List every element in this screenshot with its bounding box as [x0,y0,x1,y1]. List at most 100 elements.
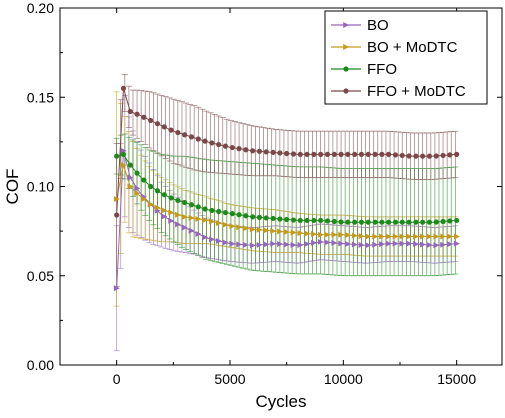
data-point-bo [392,240,399,247]
y-axis-title: COF [3,169,22,205]
data-point-ffo-modtc [209,140,215,146]
data-point-ffo-modtc [127,108,133,115]
data-point-bo-modtc [263,227,270,234]
data-point-bo-modtc [406,233,413,240]
data-point-ffo [331,218,337,225]
data-point-ffo-modtc [379,151,385,157]
data-point-bo [358,242,365,249]
data-point-bo-modtc [304,230,311,237]
data-point-ffo [338,219,344,225]
data-point-bo-modtc [120,162,127,169]
data-point-ffo [365,219,371,225]
data-point-ffo-modtc [365,151,371,157]
data-point-ffo [420,219,426,225]
data-point-ffo [324,218,331,224]
data-point-bo-modtc [345,232,352,239]
data-point-bo-modtc [338,231,345,238]
data-point-ffo [270,215,276,222]
data-point-ffo [440,218,446,225]
data-point-ffo-modtc [182,132,188,138]
x-tick-label: 5000 [214,371,245,387]
legend-marker-ffo-modtc [343,88,349,94]
data-point-ffo-modtc [188,134,195,140]
legend-box [324,10,488,105]
legend-marker-ffo [343,66,349,72]
data-point-ffo [182,199,188,206]
data-point-ffo-modtc [216,141,222,148]
x-axis-ticks: 0 5000 10000 15000 [113,8,476,387]
data-point-ffo [154,188,161,194]
data-point-bo-modtc [426,233,433,240]
data-point-ffo-modtc [447,152,453,158]
data-point-bo [229,240,236,247]
data-point-ffo-modtc [440,152,446,159]
data-point-ffo [433,219,439,225]
data-point-bo-modtc [372,233,379,240]
data-point-bo [209,236,216,243]
data-point-bo [222,239,229,246]
legend-label-ffo-modtc: FFO + MoDTC [367,83,466,100]
data-point-bo-modtc [168,209,175,216]
data-point-bo-modtc [175,211,182,218]
data-point-ffo [345,219,351,225]
data-point-bo [345,240,352,247]
data-point-ffo [236,212,242,218]
data-point-bo-modtc [447,233,454,240]
data-point-bo [413,240,420,247]
data-point-bo-modtc [413,233,420,240]
data-point-ffo-modtc [202,138,208,144]
data-point-ffo [168,195,174,201]
data-point-bo-modtc [283,229,290,236]
data-point-ffo-modtc [358,151,365,157]
data-point-bo-modtc [379,233,386,240]
data-point-bo [195,230,202,237]
data-point-bo [406,240,413,247]
data-point-bo-modtc [419,233,426,240]
data-point-bo-modtc [113,195,120,202]
x-tick-label: 0 [113,371,121,387]
data-point-ffo [127,162,133,168]
legend-marker-bo [343,22,350,28]
data-point-ffo-modtc [250,148,256,154]
data-point-ffo-modtc [195,136,201,142]
data-point-bo [202,234,209,241]
data-point-ffo [386,219,392,225]
data-point-bo-modtc [351,232,358,239]
data-point-bo [249,242,256,249]
data-point-bo-modtc [358,233,365,240]
data-point-ffo-modtc [454,151,460,157]
data-point-ffo-modtc [345,151,351,157]
data-point-bo-modtc [236,224,243,231]
y-axis-ticks: 0.00 0.05 0.10 0.15 0.20 [27,0,502,373]
data-point-ffo [216,208,222,215]
data-point-bo [277,240,284,247]
data-point-ffo [175,197,181,204]
series-lines [116,88,457,289]
data-point-bo [365,242,372,249]
data-point-bo [331,239,338,246]
data-point-ffo-modtc [114,212,120,218]
data-point-bo [290,242,297,249]
data-point-ffo [284,216,290,223]
data-point-ffo [311,217,317,224]
data-point-ffo-modtc [263,149,269,155]
series-markers [113,85,460,292]
data-point-ffo-modtc [318,151,324,157]
data-point-ffo [447,218,453,224]
data-point-bo [379,241,386,248]
data-point-ffo [161,192,167,198]
data-point-bo-modtc [141,195,148,202]
data-point-ffo [277,216,283,222]
data-point-bo [134,185,141,192]
data-point-ffo [263,215,269,221]
data-point-ffo [141,177,147,183]
data-point-ffo [229,211,235,217]
data-point-bo-modtc [215,220,222,227]
data-point-ffo [392,219,399,225]
data-point-ffo-modtc [311,151,317,157]
data-point-ffo-modtc [161,124,167,130]
data-point-bo [372,241,379,248]
data-point-ffo-modtc [338,151,344,157]
data-point-bo [440,241,447,248]
data-point-bo-modtc [433,233,440,240]
